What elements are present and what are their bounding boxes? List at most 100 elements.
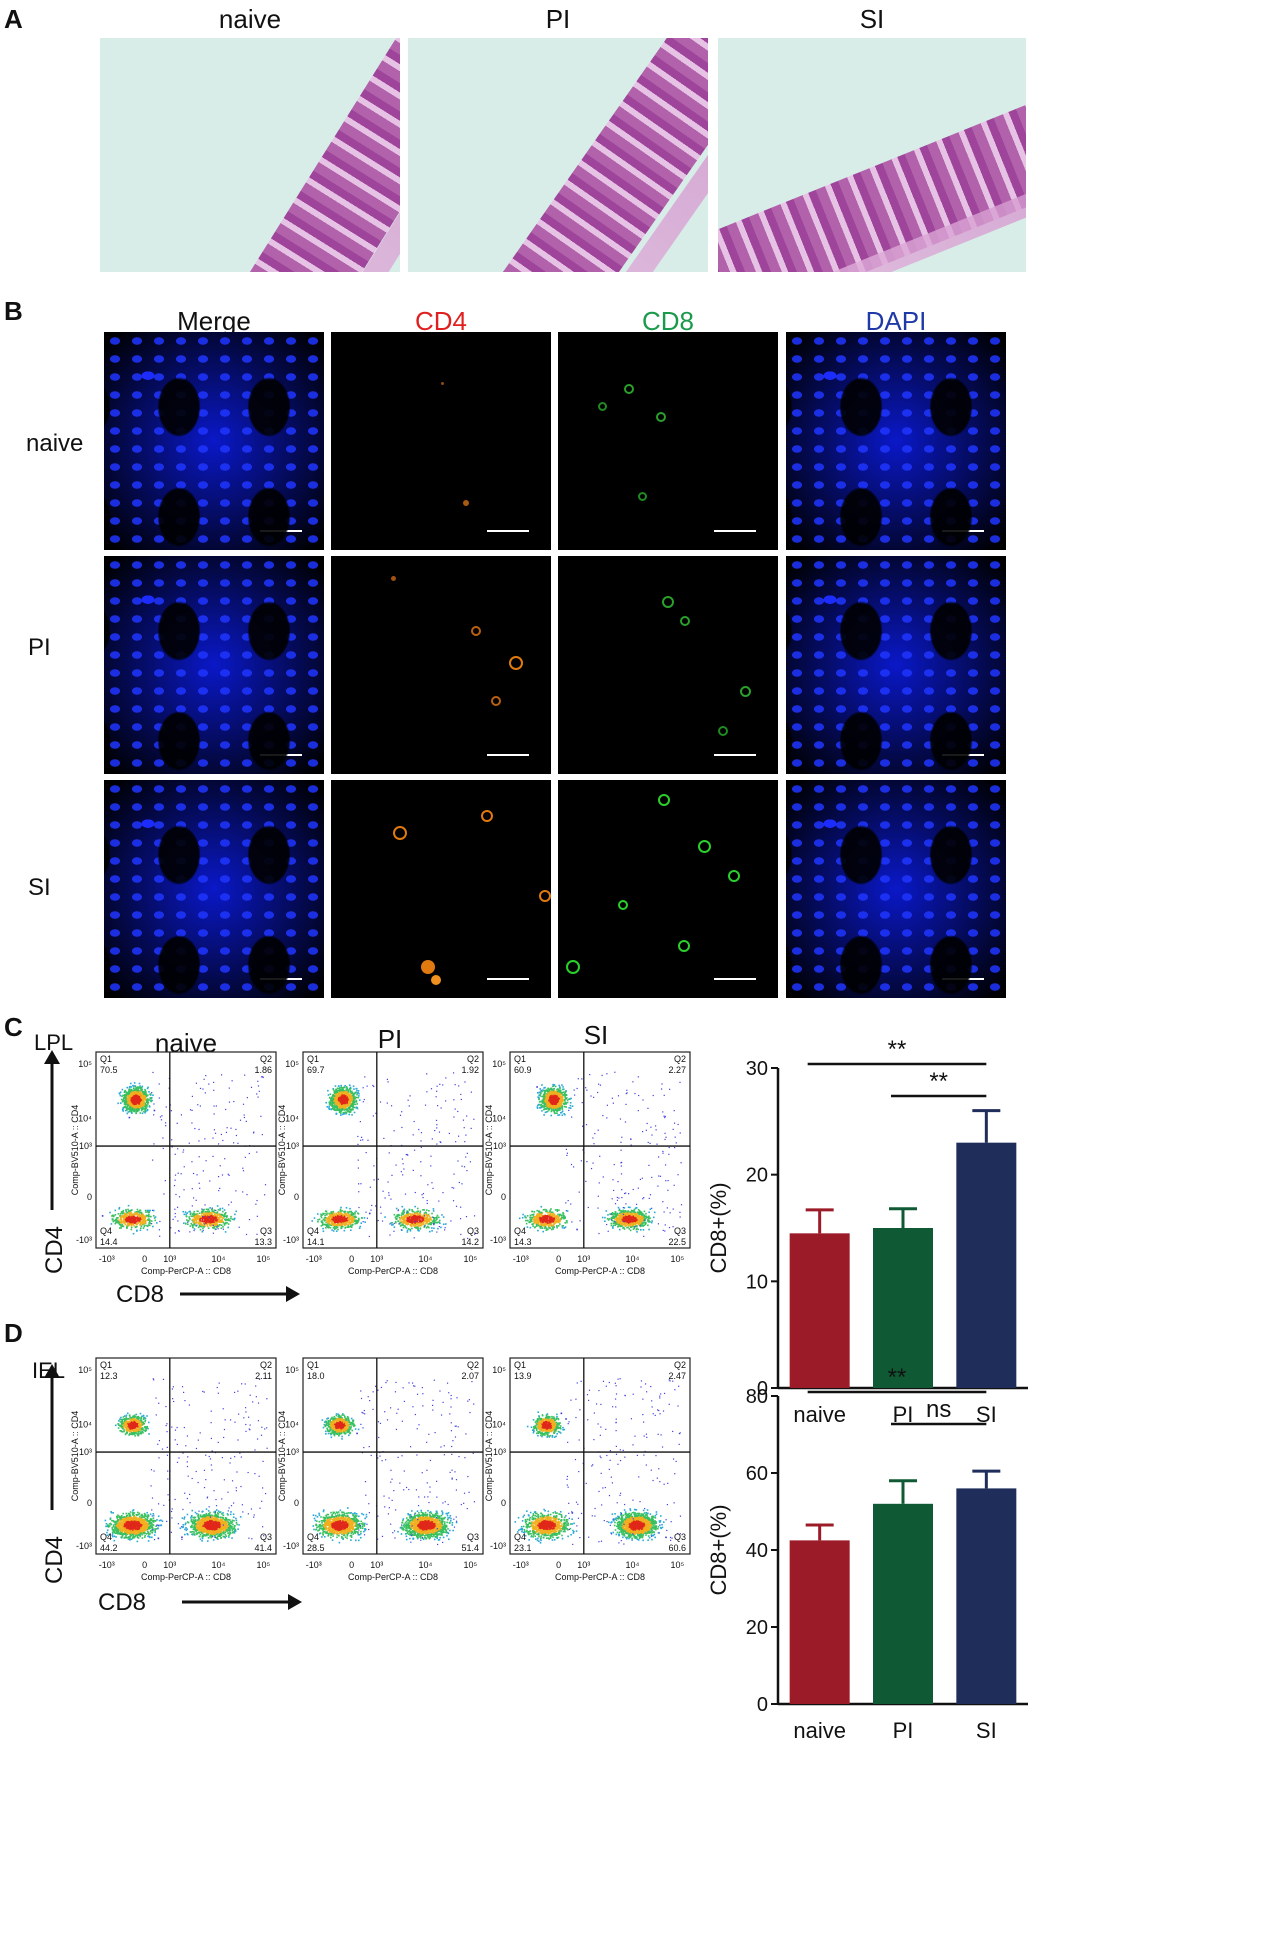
panelC-flow-x-label-0: Comp-PerCP-A :: CD8 [141,1266,231,1276]
panel-c-cd4-axis-title: CD4 [41,1226,68,1274]
panelD-x-tick-2-1: 0 [556,1560,561,1570]
fluor-cd8-pi [558,556,778,774]
panelC-q1-value-0: 70.5 [100,1065,118,1075]
panelC-y-tick-2-0: 10⁵ [492,1059,506,1069]
fluor-cd4-si [331,780,551,998]
panelC-q4-value-0: 14.4 [100,1237,118,1247]
bar-chart-d-y-tick-0: 0 [757,1694,768,1716]
panelD-flow-x-label-0: Comp-PerCP-A :: CD8 [141,1572,231,1582]
bar-chart-d-y-tick-4: 80 [746,1386,768,1408]
panelC-q3-name-0: Q3 [260,1226,272,1236]
panel-c-letter: C [4,1012,23,1042]
panelD-x-tick-0-1: 0 [142,1560,147,1570]
panelC-flow-x-label-1: Comp-PerCP-A :: CD8 [348,1266,438,1276]
panelD-y-tick-0-4: -10³ [76,1541,92,1551]
fluor-merge-naive [104,332,324,550]
panelC-flow-y-label-0: Comp-BV510-A :: CD4 [70,1105,80,1196]
panelC-q3-value-1: 14.2 [461,1237,479,1247]
panelC-flow-x-label-2: Comp-PerCP-A :: CD8 [555,1266,645,1276]
panelD-q4-value-2: 23.1 [514,1543,532,1553]
panelD-q2-name-0: Q2 [260,1360,272,1370]
panelD-x-tick-0-2: 10³ [163,1560,176,1570]
panelC-y-tick-0-3: 0 [87,1192,92,1202]
panelD-x-tick-0-0: -10³ [99,1560,115,1570]
panelC-x-tick-0-4: 10⁵ [257,1254,271,1264]
bar-chart-c-y-tick-1: 10 [746,1271,768,1293]
panelD-q3-value-0: 41.4 [254,1543,272,1553]
bar-chart-d-bar-naive [789,1540,850,1704]
bar-chart-c-y-tick-2: 20 [746,1165,768,1187]
panelC-q2-value-0: 1.86 [254,1065,272,1075]
fluor-dapi-si [786,780,1006,998]
panelD-y-tick-0-3: 0 [87,1498,92,1508]
panelD-x-tick-1-3: 10⁴ [418,1560,432,1570]
panelD-q3-name-0: Q3 [260,1532,272,1542]
bar-chart-d-category-label-SI: SI [976,1718,997,1743]
panelC-q2-value-2: 2.27 [668,1065,686,1075]
panelD-x-tick-0-4: 10⁵ [257,1560,271,1570]
panelC-x-tick-0-3: 10⁴ [211,1254,225,1264]
panelD-flow-x-label-1: Comp-PerCP-A :: CD8 [348,1572,438,1582]
panelC-x-tick-1-0: -10³ [306,1254,322,1264]
panelD-q4-value-1: 28.5 [307,1543,325,1553]
panelD-q2-value-0: 2.11 [255,1371,272,1381]
panelD-y-tick-0-1: 10⁴ [78,1420,92,1430]
panel-c-title-pi: PI [377,1024,403,1054]
panelD-q1-name-2: Q1 [514,1360,526,1370]
panelC-q1-name-0: Q1 [100,1054,112,1064]
col-title-cd8: CD8 [641,306,694,336]
panelD-q1-value-0: 12.3 [100,1371,118,1381]
bar-chart-d-bar-SI [956,1488,1017,1704]
panelD-x-tick-1-4: 10⁵ [464,1560,478,1570]
panelD-q4-name-1: Q4 [307,1532,319,1542]
panelC-flow-y-label-1: Comp-BV510-A :: CD4 [277,1105,287,1196]
panel-a-letter: A [4,4,23,34]
panelC-flow-y-label-2: Comp-BV510-A :: CD4 [484,1105,494,1196]
bar-chart-d [771,1390,1028,1706]
panelD-y-tick-1-2: 10³ [286,1447,299,1457]
panelD-q1-value-1: 18.0 [307,1371,325,1381]
panelC-q4-name-1: Q4 [307,1226,319,1236]
panelD-q3-value-1: 51.4 [461,1543,479,1553]
col-title-merge: Merge [177,306,251,336]
histology-image-naive [100,38,400,272]
panelC-x-tick-2-1: 0 [556,1254,561,1264]
panelC-q2-name-1: Q2 [467,1054,479,1064]
panelD-flow-plot-2 [509,1357,691,1555]
bar-chart-c [771,1062,1028,1390]
panelC-y-tick-2-1: 10⁴ [492,1114,506,1124]
panelD-y-tick-2-3: 0 [501,1498,506,1508]
panelD-q2-name-2: Q2 [674,1360,686,1370]
panelC-q2-name-2: Q2 [674,1054,686,1064]
panelC-y-tick-1-0: 10⁵ [285,1059,299,1069]
bar-chart-c-y-tick-0: 0 [757,1378,768,1400]
panelC-x-tick-1-4: 10⁵ [464,1254,478,1264]
panelC-flow-plot-2 [509,1051,691,1249]
panelC-x-tick-0-2: 10³ [163,1254,176,1264]
bar-chart-d-y-tick-1: 20 [746,1617,768,1639]
bar-chart-d-sig-label-0: ** [888,1364,907,1391]
fluor-merge-pi [104,556,324,774]
panelD-y-tick-1-1: 10⁴ [285,1420,299,1430]
bar-chart-d-bar-PI [873,1503,933,1704]
fluor-dapi-pi [786,556,1006,774]
panelD-y-tick-1-3: 0 [294,1498,299,1508]
bar-chart-c-bar-naive [789,1233,850,1388]
bar-chart-d-y-tick-3: 60 [746,1463,768,1485]
panelC-y-tick-1-3: 0 [294,1192,299,1202]
col-title-cd4: CD4 [414,306,467,336]
histology-image-pi [408,38,708,272]
panelC-x-tick-2-4: 10⁵ [671,1254,685,1264]
panelD-flow-x-label-2: Comp-PerCP-A :: CD8 [555,1572,645,1582]
panel-d-cd4-axis-title: CD4 [41,1536,68,1584]
bar-chart-d-category-label-PI: PI [893,1718,914,1743]
panelD-x-tick-1-2: 10³ [370,1560,383,1570]
fluor-cd8-naive [558,332,778,550]
panel-c-cd8-arrow-head [286,1286,300,1302]
panel-d-letter: D [4,1318,23,1348]
panel-a-title-naive: naive [218,4,282,34]
panelC-y-tick-2-2: 10³ [493,1141,506,1151]
panelD-x-tick-1-1: 0 [349,1560,354,1570]
panelC-x-tick-0-0: -10³ [99,1254,115,1264]
